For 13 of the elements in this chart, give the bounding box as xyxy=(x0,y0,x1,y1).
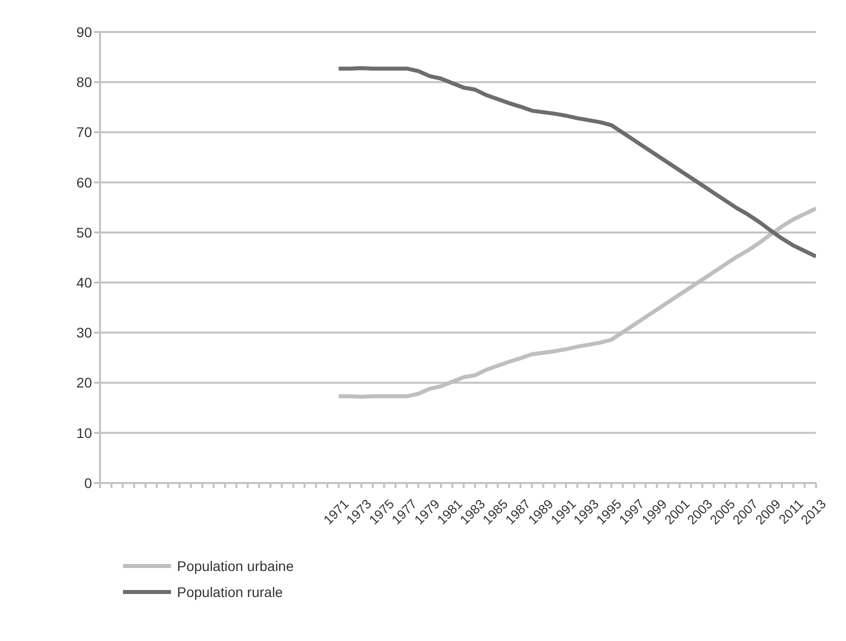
y-tick-label: 20 xyxy=(76,374,92,391)
y-tick-label: 60 xyxy=(76,174,92,190)
y-tick-label: 50 xyxy=(76,224,92,240)
y-tick-label: 30 xyxy=(76,324,92,341)
y-tick-label: 40 xyxy=(76,274,92,291)
y-tick-label: 80 xyxy=(76,74,92,90)
y-tick-label: 10 xyxy=(76,424,92,441)
legend-label: Population urbaine xyxy=(177,558,294,574)
y-tick-label: 0 xyxy=(84,474,92,491)
y-tick-label: 90 xyxy=(76,24,92,40)
line-series xyxy=(336,66,816,258)
y-tick-label: 70 xyxy=(76,124,92,140)
legend-label: Population rurale xyxy=(177,584,283,600)
